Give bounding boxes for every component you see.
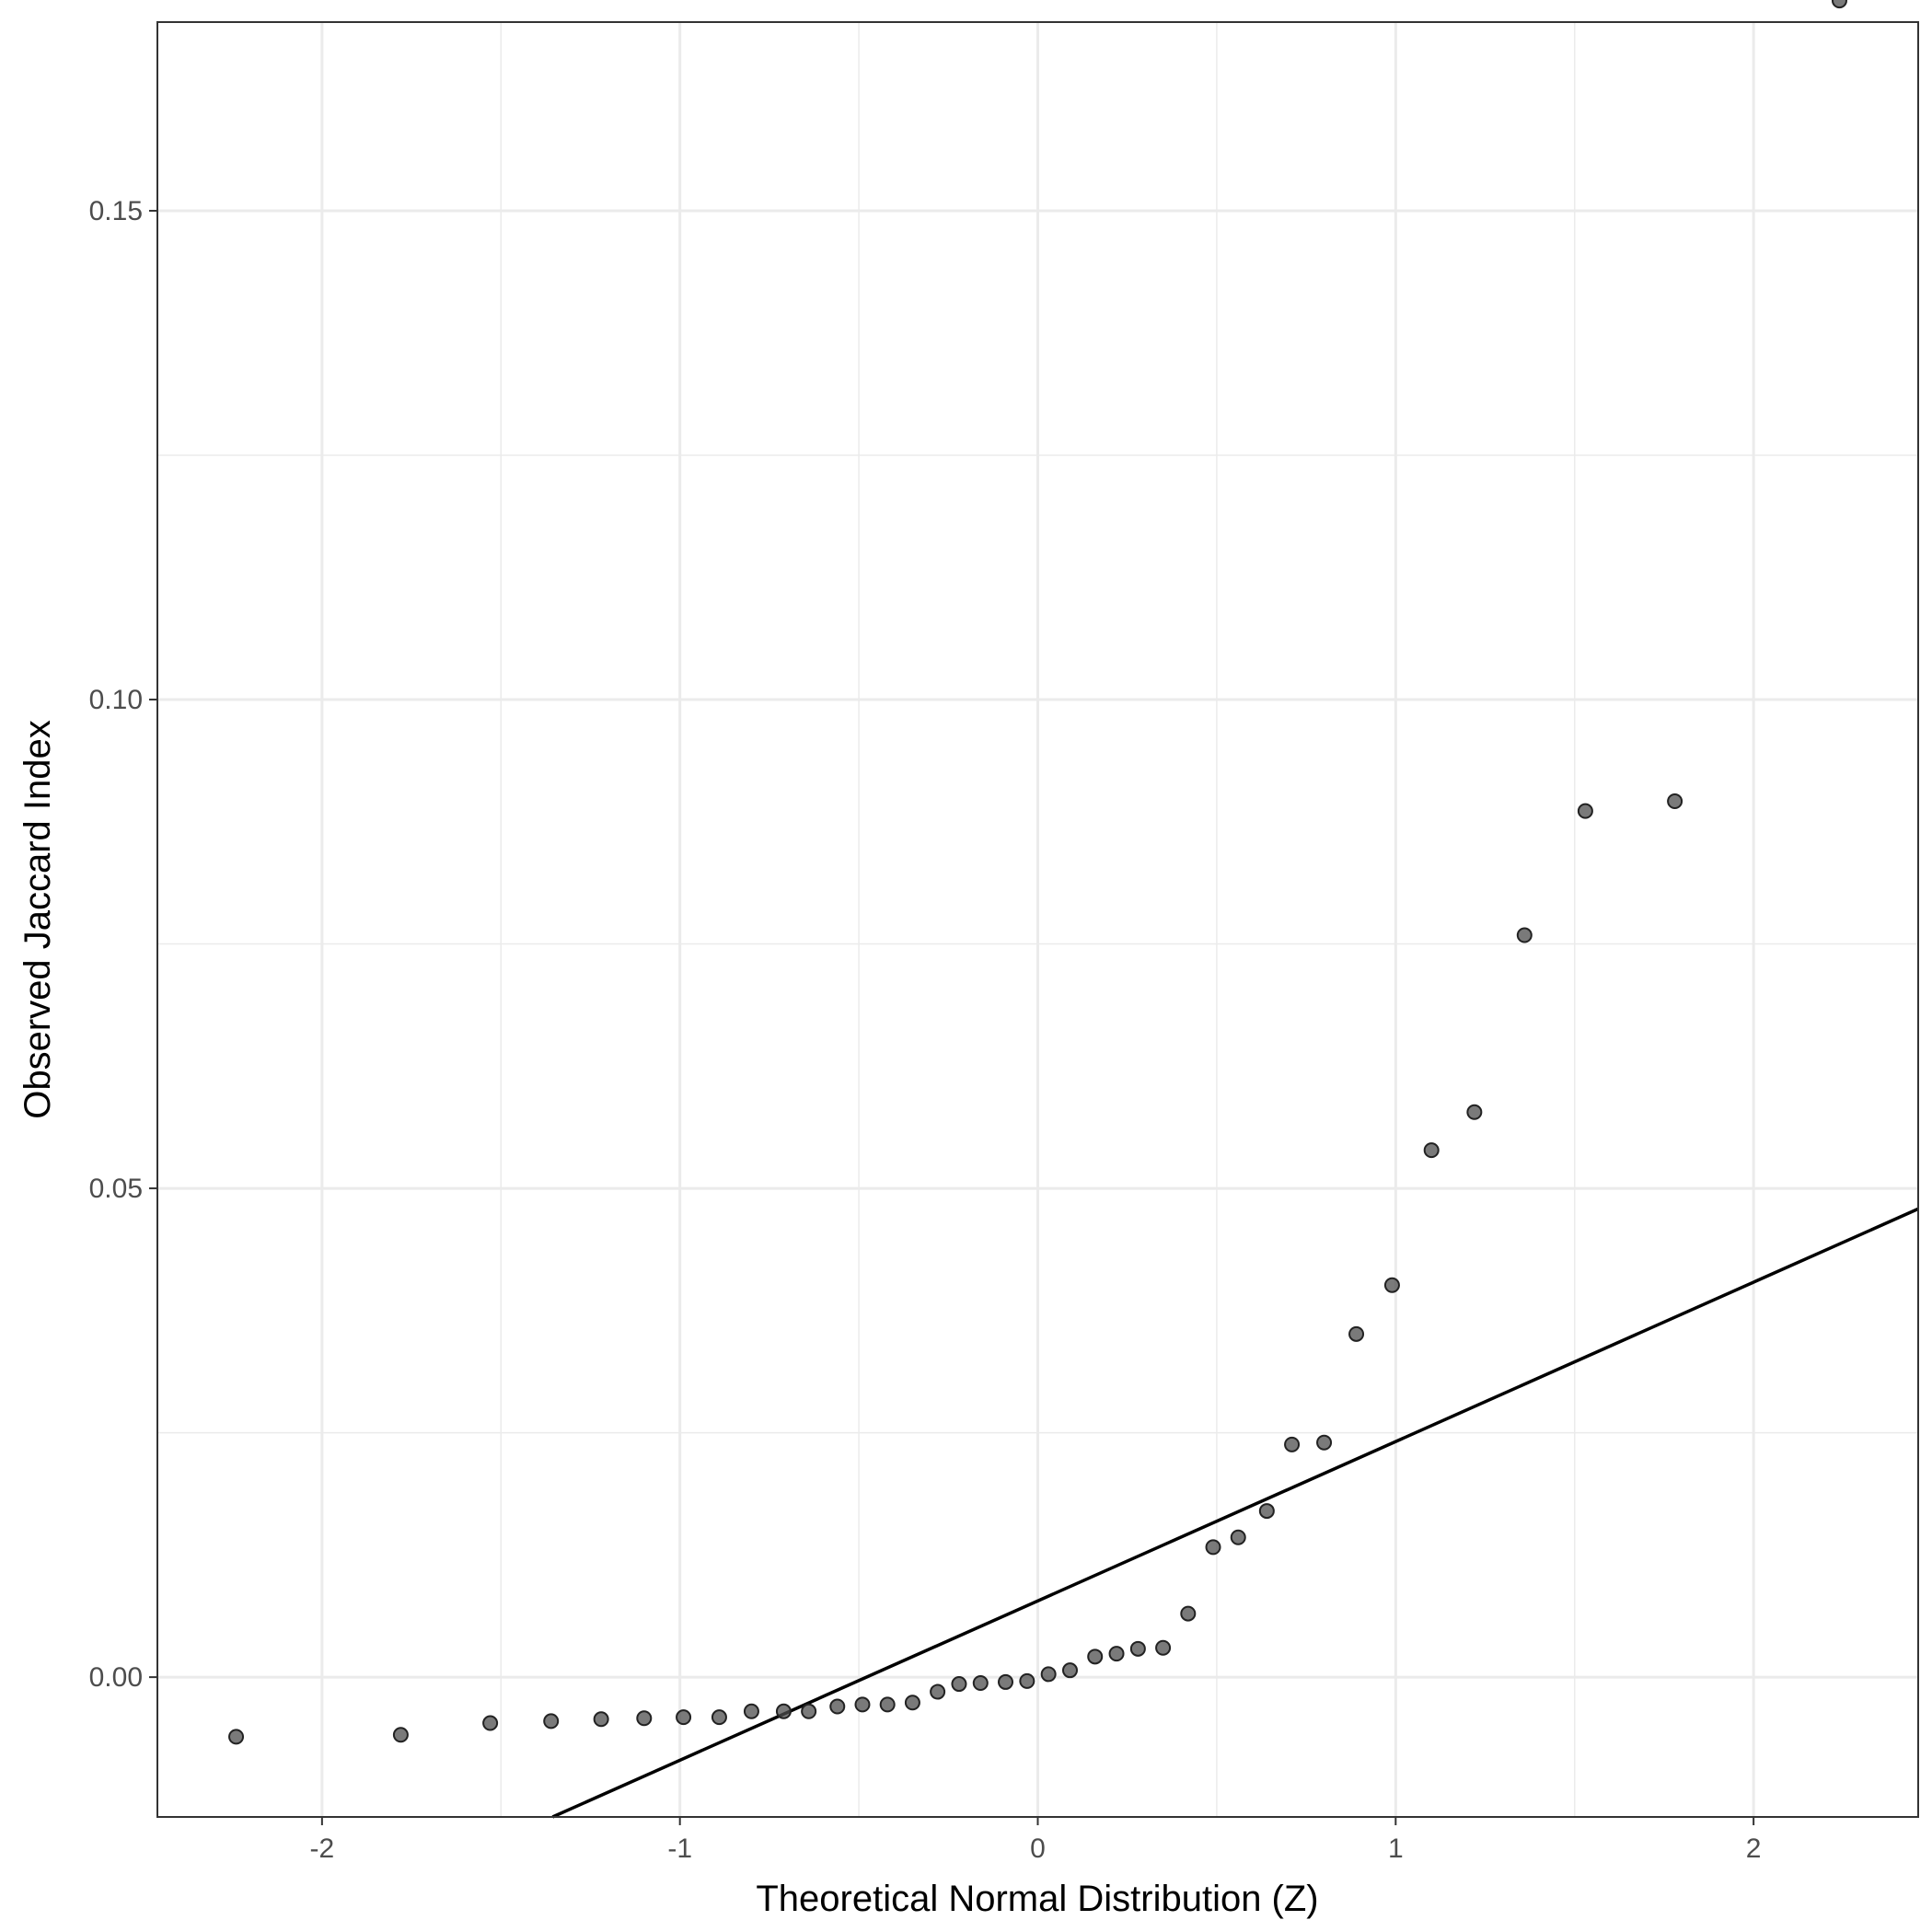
y-tick-label: 0.05 bbox=[89, 1174, 143, 1204]
data-point bbox=[972, 1674, 989, 1691]
x-tick-label: 2 bbox=[1746, 1834, 1762, 1864]
data-point bbox=[1577, 803, 1593, 819]
data-point bbox=[228, 1729, 245, 1745]
data-point bbox=[482, 1715, 499, 1731]
data-point bbox=[854, 1696, 871, 1713]
data-point bbox=[593, 1711, 609, 1728]
data-point bbox=[1667, 792, 1683, 809]
x-tick-label: -2 bbox=[310, 1834, 335, 1864]
y-axis: 0.00 0.05 0.10 0.15 bbox=[89, 196, 157, 1693]
data-point bbox=[636, 1710, 653, 1727]
data-point bbox=[1205, 1539, 1221, 1556]
data-point bbox=[676, 1709, 692, 1726]
data-point bbox=[1383, 1277, 1400, 1293]
x-axis: -2 -1 0 1 2 bbox=[310, 1817, 1762, 1864]
data-point bbox=[879, 1696, 896, 1713]
x-tick-label: 1 bbox=[1388, 1834, 1404, 1864]
data-point bbox=[1284, 1436, 1301, 1452]
y-tick-label: 0.15 bbox=[89, 196, 143, 226]
data-point bbox=[998, 1673, 1014, 1690]
data-point bbox=[1155, 1639, 1172, 1656]
y-tick-label: 0.00 bbox=[89, 1662, 143, 1693]
data-point bbox=[904, 1695, 920, 1711]
data-point bbox=[930, 1683, 946, 1700]
data-point bbox=[1831, 0, 1847, 9]
data-point bbox=[1061, 1662, 1078, 1679]
data-point bbox=[1466, 1104, 1483, 1120]
data-point bbox=[829, 1698, 846, 1715]
data-point bbox=[775, 1703, 792, 1719]
data-point bbox=[1230, 1529, 1246, 1545]
data-point bbox=[951, 1676, 967, 1693]
data-point bbox=[1019, 1672, 1035, 1689]
data-point bbox=[1348, 1325, 1365, 1342]
data-point bbox=[801, 1703, 817, 1719]
data-point bbox=[1516, 927, 1533, 943]
y-tick-label: 0.10 bbox=[89, 685, 143, 715]
data-point bbox=[743, 1703, 759, 1719]
data-point bbox=[1108, 1646, 1125, 1662]
major-gridlines bbox=[157, 22, 1918, 1817]
data-point bbox=[1040, 1666, 1057, 1683]
data-point bbox=[543, 1713, 560, 1730]
data-point bbox=[1129, 1640, 1146, 1657]
data-point bbox=[1258, 1503, 1275, 1520]
x-tick-label: 0 bbox=[1030, 1834, 1046, 1864]
x-axis-title: Theoretical Normal Distribution (Z) bbox=[756, 1879, 1318, 1919]
data-point bbox=[1180, 1605, 1197, 1622]
data-point bbox=[1316, 1434, 1333, 1451]
x-tick-label: -1 bbox=[667, 1834, 692, 1864]
data-point bbox=[392, 1727, 409, 1743]
data-point bbox=[1087, 1649, 1104, 1665]
data-point bbox=[711, 1709, 727, 1726]
data-points bbox=[228, 0, 1847, 1745]
data-point bbox=[1423, 1142, 1440, 1159]
y-axis-title: Observed Jaccard Index bbox=[17, 720, 58, 1119]
